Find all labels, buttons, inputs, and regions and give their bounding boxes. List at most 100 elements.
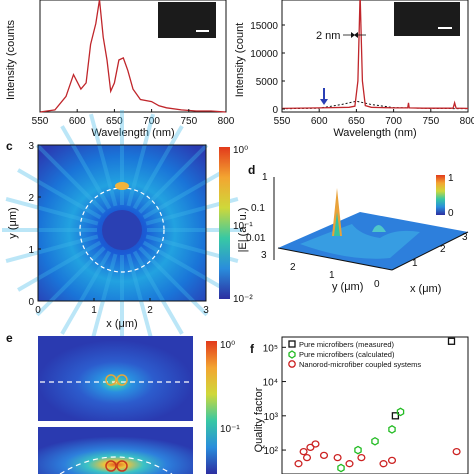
panel-c-radial-rays <box>2 110 242 350</box>
panel-a-axes <box>39 0 227 113</box>
panel-c-y-tick-label: 1 <box>28 245 34 256</box>
panel-c-axes <box>37 144 207 302</box>
legend-marker-coupled <box>288 360 296 368</box>
panel-c-ray <box>132 125 184 210</box>
panel-c-x-tick-label: 1 <box>91 305 97 316</box>
panel-c-ray <box>60 250 112 335</box>
panel-c-ray <box>132 250 184 335</box>
panel-b-arrow-head-right <box>354 32 358 38</box>
panel-e-colorbar-mid: 10⁻¹ <box>220 424 240 435</box>
panel-f-y-tick-label: 10⁴ <box>263 378 278 389</box>
panel-f-calculated-point <box>388 425 396 434</box>
panel-f-coupled-point <box>299 447 308 456</box>
panel-f-coupled-point <box>379 460 388 468</box>
panel-c-core-region <box>102 210 142 250</box>
panel-f-coupled-point <box>452 447 461 456</box>
panel-d-letter: d <box>248 163 255 177</box>
panel-c-ray <box>5 197 99 226</box>
panel-c-ray <box>17 240 102 292</box>
panel-a-x-tick-label: 800 <box>218 116 235 127</box>
panel-c-ray <box>89 113 118 207</box>
panel-c-ticks: 0 1 2 3 0 1 2 3 <box>28 141 209 316</box>
panel-f-calculated-point <box>337 463 345 473</box>
panel-b-blue-marker-head <box>320 99 328 105</box>
panel-d: d 1 0.1 0.01 |E| (a. u.) 1 0 3 2 1 0 1 2… <box>237 163 469 295</box>
panel-d-y-tick-2: 2 <box>290 262 296 273</box>
panel-b-y-tick-label: 10000 <box>250 49 278 60</box>
panel-c-ray <box>35 246 106 317</box>
panel-c-ray <box>17 168 102 220</box>
panel-d-x-axis <box>391 231 469 271</box>
panel-d-y-tick-1: 1 <box>329 270 335 281</box>
panel-c-x-label: x (μm) <box>106 318 137 330</box>
panel-b: 550 600 650 700 750 800 0 5000 10000 15000 2 nm W… <box>234 0 474 139</box>
panel-c-x-tick-label: 3 <box>203 305 209 316</box>
panel-b-ticks: 550 600 650 700 750 800 0 5000 10000 15000 <box>250 21 474 127</box>
legend-marker-calculated <box>288 350 296 359</box>
panel-e-top-particle-left <box>105 374 117 386</box>
panel-f-y-tick-label: 10³ <box>264 412 279 423</box>
panel-e: e 10⁰ 10⁻¹ <box>6 331 240 474</box>
panel-c-ray <box>35 143 106 214</box>
panel-b-inset-image <box>394 2 460 36</box>
panel-c-y-tick-label: 3 <box>28 141 34 152</box>
panel-a-x-tick-label: 650 <box>106 116 123 127</box>
panel-c-colorbar <box>219 147 230 299</box>
panel-f-coupled-point <box>294 460 303 468</box>
panel-d-colorbar-bottom: 0 <box>448 208 454 219</box>
panel-b-x-tick-label: 750 <box>422 116 439 127</box>
panel-b-coupled-spectrum-line <box>281 0 469 110</box>
panel-f-markers <box>294 337 461 473</box>
panel-d-y-tick-0: 0 <box>374 279 380 290</box>
panel-f-coupled-point <box>311 440 320 448</box>
panel-d-z-tick-3: 0.01 <box>246 233 266 244</box>
panel-d-surface-ripple <box>300 224 420 259</box>
panel-c-ray <box>126 113 155 207</box>
panel-a-x-ticks: 550 600 650 700 750 800 <box>32 109 235 127</box>
panel-f-coupled-point <box>319 451 329 460</box>
panel-e-colorbar-top: 10⁰ <box>220 340 235 351</box>
panel-b-x-tick-label: 550 <box>274 116 291 127</box>
panel-d-ring-bump <box>372 225 386 232</box>
panel-d-x-tick-2: 2 <box>440 244 446 255</box>
panel-a-y-label: Intensity (counts <box>5 19 17 100</box>
panel-a-x-label: Wavelength (nm) <box>91 127 174 139</box>
panel-d-colorbar-top: 1 <box>448 173 454 184</box>
panel-c-y-tick-label: 2 <box>28 193 34 204</box>
panel-b-x-tick-label: 650 <box>348 116 365 127</box>
panel-f-legend: Pure microfibers (measured) Pure microfi… <box>288 340 421 369</box>
panel-a-inset-image <box>158 2 216 38</box>
panel-d-z-tick-2: 0.1 <box>251 203 265 214</box>
panel-d-z-label: |E| (a. u.) <box>237 208 249 253</box>
panel-c-colorbar-tick-top: 10⁰ <box>233 145 248 156</box>
panel-c-ray <box>126 253 155 347</box>
panel-d-y-label: y (μm) <box>332 281 363 293</box>
panel-d-x-tick-1: 1 <box>412 258 418 269</box>
panel-b-y-tick-label: 5000 <box>256 77 279 88</box>
panel-f-ticks: 10⁵ 10⁴ 10³ 10² <box>263 343 286 457</box>
panel-f-coupled-point <box>302 454 312 462</box>
panel-a-x-tick-label: 550 <box>32 116 49 127</box>
panel-b-axes <box>281 0 469 113</box>
panel-f-coupled-point <box>345 460 354 468</box>
panel-d-colorbar <box>436 175 445 215</box>
panel-b-y-label: Intensity (count <box>234 23 246 98</box>
panel-f-y-tick-label: 10² <box>264 446 279 457</box>
panel-e-letter: e <box>6 331 13 345</box>
panel-d-y-tick-3: 3 <box>261 250 267 261</box>
panel-c-letter: c <box>6 139 13 153</box>
panel-f-coupled-point <box>357 454 366 462</box>
panel-c-x-tick-label: 0 <box>35 305 41 316</box>
panel-c-colorbar-tick-bottom: 10⁻² <box>233 294 253 305</box>
panel-f-calculated-point <box>396 407 405 417</box>
legend-marker-measured <box>288 340 296 348</box>
panel-e-colorbar <box>206 341 217 474</box>
legend-label-measured: Pure microfibers (measured) <box>299 340 395 349</box>
panel-d-x-label: x (μm) <box>410 283 441 295</box>
panel-d-z-tick-1: 1 <box>262 172 268 183</box>
panel-f: f 10⁵ 10⁴ 10³ 10² Quality factor Pure micro… <box>250 336 469 474</box>
panel-c: c 0 1 2 3 0 1 2 3 10⁰ 1 <box>2 110 253 350</box>
legend-label-calculated: Pure microfibers (calculated) <box>299 350 395 359</box>
panel-d-x-tick-3: 3 <box>462 232 468 243</box>
